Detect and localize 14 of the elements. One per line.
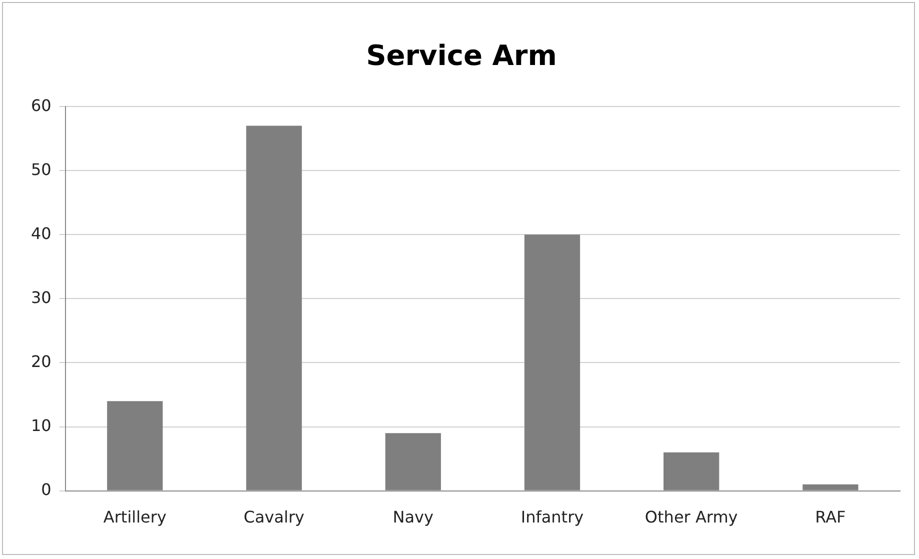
x-tick-label: Artillery <box>103 508 166 527</box>
y-tick-label: 40 <box>31 224 52 243</box>
y-tick-label: 20 <box>31 352 52 371</box>
y-tick-label: 50 <box>31 160 52 179</box>
y-tick-label: 10 <box>31 416 52 435</box>
x-tick-label: Cavalry <box>244 508 304 527</box>
chart-title: Service Arm <box>366 39 557 72</box>
y-tick-label: 30 <box>31 288 52 307</box>
x-tick-label: Navy <box>392 508 434 527</box>
y-tick-label: 60 <box>31 96 52 115</box>
x-tick-label: RAF <box>815 508 846 527</box>
x-tick-label: Infantry <box>520 508 584 527</box>
x-tick-label: Other Army <box>644 508 738 527</box>
y-tick-label: 0 <box>41 480 52 499</box>
